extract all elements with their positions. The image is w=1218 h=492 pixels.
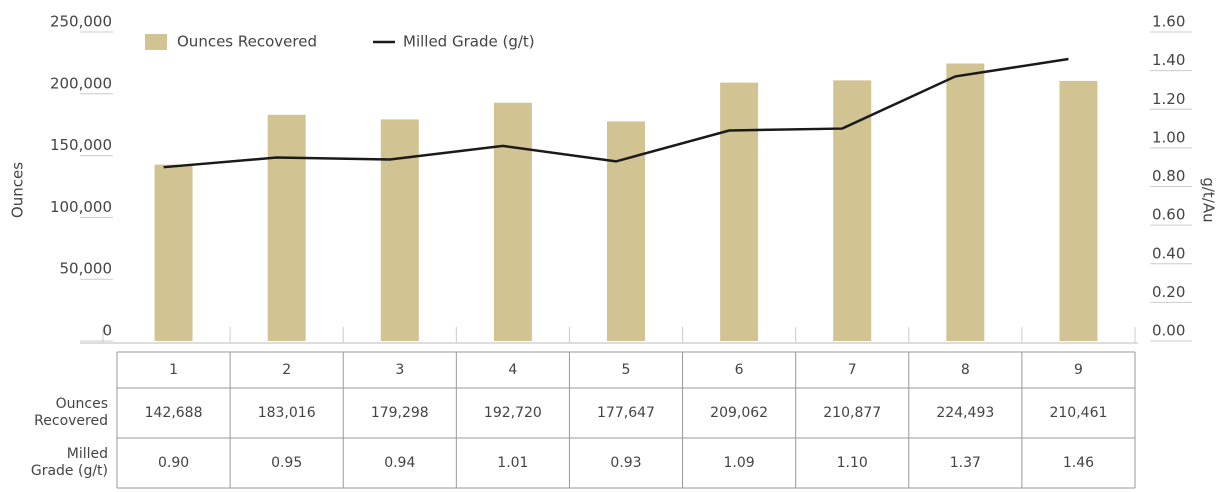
y2-tick-label: 0.60 [1152,206,1185,224]
y-tick-label: 0 [102,322,112,340]
table-cell: 0.90 [158,455,189,471]
bar [380,119,419,342]
table-cell: 1.09 [724,455,755,471]
column-header: 2 [282,362,291,378]
column-header: 5 [622,362,631,378]
table-cell: 0.93 [610,455,641,471]
bar [946,63,985,342]
y2-tick-label: 0.00 [1152,322,1185,340]
y2-tick-label: 1.60 [1152,13,1185,31]
table-cell: 142,688 [145,405,203,421]
y-axis-label: Ounces [9,162,27,218]
y2-tick-label: 0.20 [1152,283,1185,301]
bar [267,114,306,341]
table-cell: 1.37 [950,455,981,471]
legend-label: Ounces Recovered [177,33,317,51]
table-cell: 1.10 [837,455,868,471]
y2-tick-label: 1.00 [1152,128,1185,146]
table-cell: 1.01 [497,455,528,471]
bar [493,102,532,341]
table-cell: 0.95 [271,455,302,471]
table-cell: 209,062 [710,405,768,421]
y-tick-label: 150,000 [50,136,112,154]
bar [154,164,193,341]
legend-swatch [145,34,167,50]
legend-label: Milled Grade (g/t) [403,33,535,51]
column-header: 3 [395,362,404,378]
table-cell: 192,720 [484,405,542,421]
y2-tick-label: 1.40 [1152,51,1185,69]
column-header: 4 [508,362,517,378]
line [163,57,1069,169]
column-header: 1 [169,362,178,378]
table-cell: 210,877 [823,405,881,421]
table-cell: 177,647 [597,405,655,421]
bar [1059,80,1098,341]
y-tick-label: 50,000 [60,260,113,278]
table-cell: 224,493 [936,405,994,421]
table-cell: 210,461 [1049,405,1107,421]
y2-tick-label: 1.20 [1152,90,1185,108]
table-cell: 179,298 [371,405,429,421]
column-header: 7 [848,362,857,378]
y-tick-label: 200,000 [50,74,112,92]
table-cell: 1.46 [1063,455,1094,471]
y2-tick-label: 0.80 [1152,167,1185,185]
column-header: 9 [1074,362,1083,378]
table-cell: 0.94 [384,455,415,471]
column-header: 6 [735,362,744,378]
row-label: Ounces Recovered [34,396,108,429]
row-label: Milled Grade (g/t) [30,446,108,479]
bar [720,82,759,341]
column-header: 8 [961,362,970,378]
y2-axis-label: g/t/Au [1200,177,1218,222]
y-tick-label: 100,000 [50,198,112,216]
table-cell: 183,016 [258,405,316,421]
y-tick-label: 250,000 [50,13,112,31]
y2-tick-label: 0.40 [1152,244,1185,262]
bar [833,80,872,342]
